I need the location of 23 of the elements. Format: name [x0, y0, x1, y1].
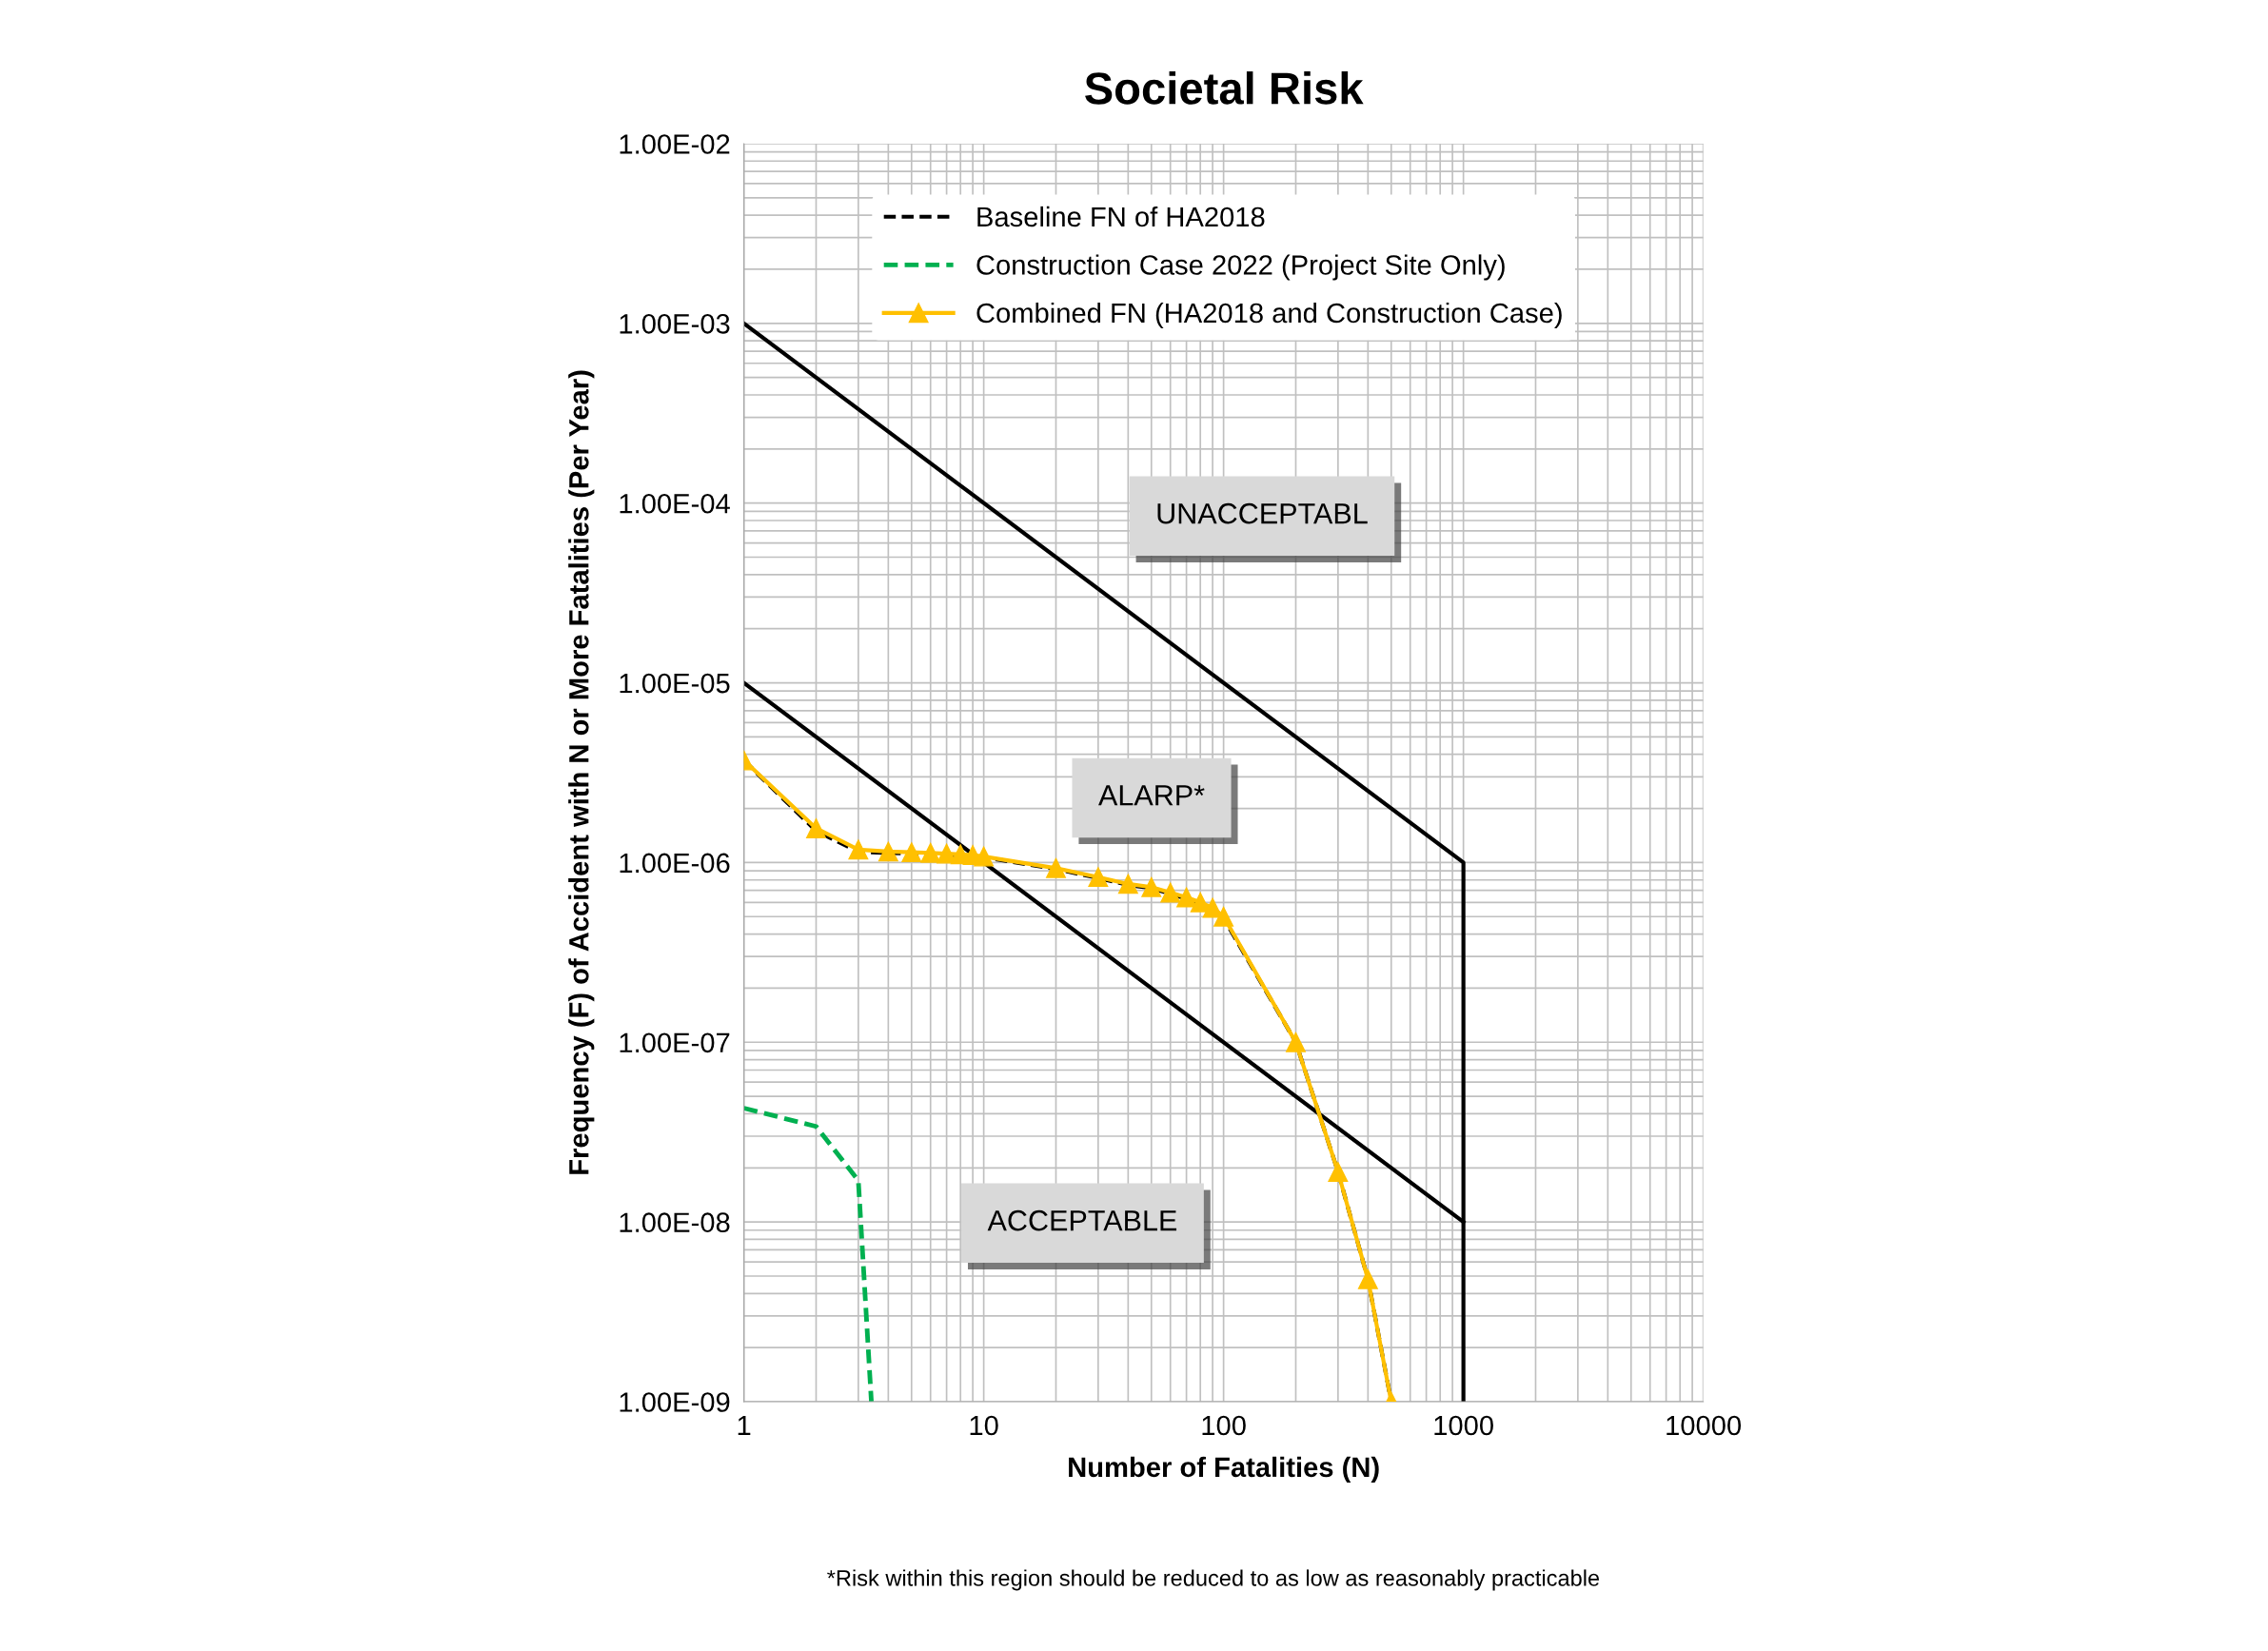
- y-tick-label: 1.00E-03: [620, 314, 730, 334]
- y-tick-label: 1.00E-08: [620, 1212, 730, 1232]
- legend-label: Construction Case 2022 (Project Site Only): [976, 254, 1505, 281]
- legend-label: Baseline FN of HA2018: [977, 206, 1265, 227]
- y-tick-label: 1.00E-02: [620, 134, 730, 154]
- text: *Risk within this region should be reduced to as low as reasonably practicable: [827, 1569, 1600, 1591]
- y-axis-title: Frequency (F) of Accident with N or More Fatalities (Per Year): [568, 370, 595, 1174]
- chart-title: Societal Risk: [1085, 71, 1364, 105]
- y-tick-label: 1.00E-05: [620, 673, 730, 694]
- x-tick-label: 1000: [1434, 1415, 1493, 1436]
- legend-label: Combined FN (HA2018 and Construction Case): [976, 302, 1562, 329]
- y-tick-label: 1.00E-04: [620, 493, 730, 514]
- x-tick-label: 10000: [1666, 1415, 1742, 1436]
- x-tick-label: 1: [738, 1415, 751, 1436]
- y-tick-label: 1.00E-06: [620, 853, 730, 874]
- x-axis-title: Number of Fatalities (N): [1069, 1456, 1379, 1483]
- y-tick-label: 1.00E-09: [620, 1392, 730, 1412]
- y-tick-label: 1.00E-07: [620, 1032, 730, 1053]
- x-tick-label: 10: [970, 1415, 998, 1436]
- annotation: UNACCEPTABL: [1157, 502, 1368, 524]
- annotation: ALARP*: [1098, 785, 1205, 806]
- annotation: ACCEPTABLE: [987, 1209, 1177, 1231]
- x-tick-label: 100: [1202, 1415, 1246, 1436]
